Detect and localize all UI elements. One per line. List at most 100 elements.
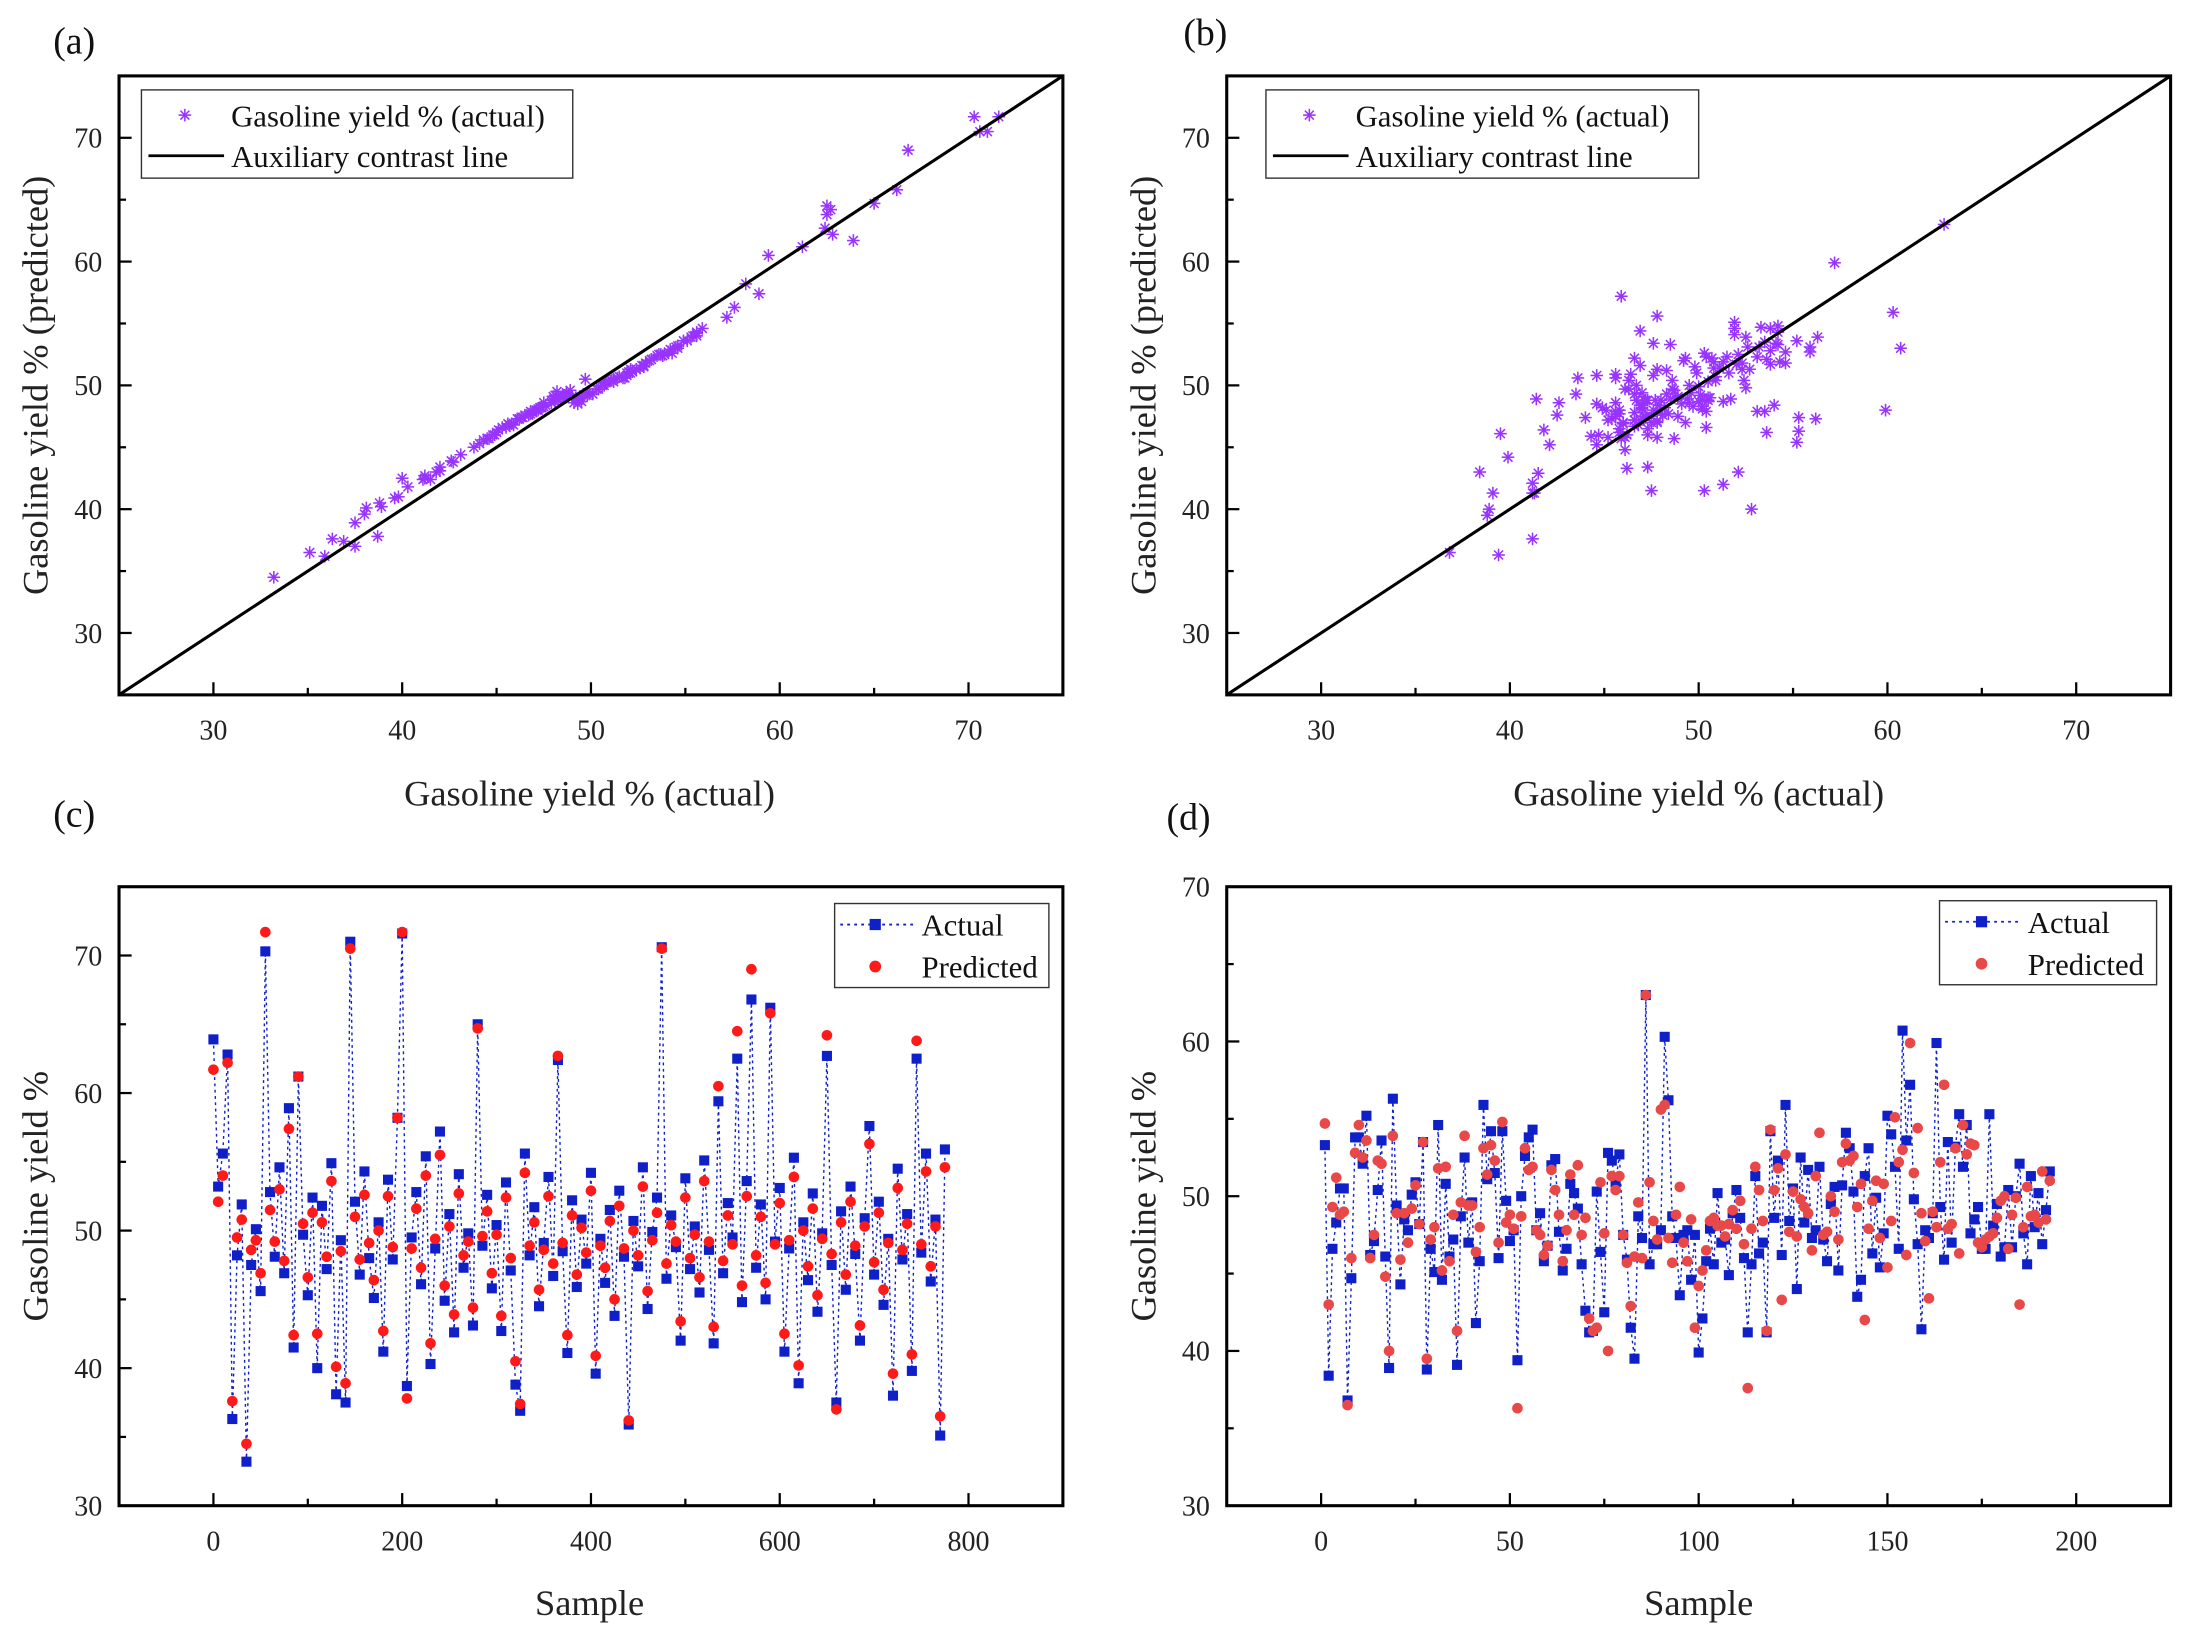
x-tick-label: 30 <box>1307 716 1335 747</box>
actual-point <box>416 1279 427 1290</box>
predicted-point <box>670 1236 682 1247</box>
predicted-point <box>939 1161 951 1173</box>
actual-point <box>755 1199 766 1210</box>
actual-point <box>1878 1228 1889 1239</box>
y-tick-label: 70 <box>1182 873 1210 904</box>
data-point <box>1739 330 1753 344</box>
actual-point <box>1757 1237 1768 1248</box>
predicted-point <box>1489 1155 1501 1166</box>
actual-point <box>382 1174 394 1185</box>
actual-point <box>307 1192 318 1203</box>
actual-point <box>1527 1124 1538 1135</box>
predicted-point <box>703 1236 715 1247</box>
predicted-point <box>840 1269 852 1280</box>
actual-point <box>840 1284 851 1295</box>
predicted-point <box>1583 1313 1595 1324</box>
data-point <box>1732 348 1745 361</box>
data-point <box>1664 338 1677 351</box>
actual-point <box>892 1163 903 1174</box>
predicted-point <box>363 1237 375 1249</box>
predicted-point <box>2018 1221 2029 1233</box>
data-point <box>1650 431 1664 444</box>
data-point <box>545 396 558 410</box>
predicted-point <box>1867 1195 1878 1207</box>
data-point <box>1590 369 1604 382</box>
actual-point <box>666 1210 677 1221</box>
predicted-point <box>1780 1149 1791 1160</box>
data-point <box>1739 381 1753 395</box>
actual-point <box>873 1196 884 1207</box>
data-point <box>1647 369 1660 382</box>
data-point <box>1767 398 1781 412</box>
predicted-point <box>746 963 757 975</box>
data-point <box>1616 417 1630 431</box>
predicted-point <box>1417 1136 1429 1148</box>
actual-point <box>576 1214 587 1225</box>
actual-point <box>420 1151 431 1162</box>
predicted-point <box>722 1210 734 1221</box>
predicted-point <box>1829 1206 1840 1217</box>
actual-point <box>821 1050 832 1061</box>
data-point <box>1537 423 1551 437</box>
predicted-point <box>854 1320 866 1331</box>
actual-point <box>571 1281 582 1293</box>
data-point <box>1633 359 1647 372</box>
actual-point <box>2037 1239 2048 1250</box>
actual-point <box>279 1268 290 1279</box>
actual-point <box>1939 1254 1950 1265</box>
actual-point <box>1523 1132 1534 1143</box>
actual-point <box>463 1228 474 1239</box>
actual-point <box>1655 1225 1666 1236</box>
actual-point <box>826 1259 837 1271</box>
predicted-point <box>1916 1207 1927 1219</box>
y-tick-label: 30 <box>1182 619 1210 650</box>
predicted-point <box>1474 1221 1486 1233</box>
predicted-point <box>1768 1184 1780 1196</box>
data-point <box>303 546 316 559</box>
y-tick-label: 50 <box>74 1216 102 1247</box>
actual-point <box>1844 1143 1855 1154</box>
predicted-point <box>1561 1224 1572 1236</box>
actual-point <box>1436 1274 1447 1285</box>
actual-point <box>887 1390 899 1401</box>
data-point <box>820 208 834 221</box>
predicted-point <box>283 1123 295 1135</box>
x-tick-label: 70 <box>2062 716 2090 747</box>
actual-point <box>869 1269 880 1280</box>
actual-point <box>1470 1318 1481 1329</box>
predicted-point <box>1342 1399 1353 1411</box>
data-point <box>1569 387 1583 401</box>
predicted-point <box>642 1285 653 1297</box>
actual-point <box>765 1002 776 1013</box>
actual-point <box>689 1221 700 1232</box>
data-point <box>1571 371 1585 385</box>
axes-frame <box>117 74 1065 697</box>
predicted-point <box>495 1310 507 1322</box>
legend-asterisk-marker <box>1303 108 1316 122</box>
actual-point <box>213 1181 224 1192</box>
predicted-point <box>491 1229 502 1241</box>
predicted-point <box>547 1258 559 1269</box>
x-tick-label: 400 <box>570 1527 612 1558</box>
predicted-point <box>302 1272 314 1283</box>
actual-point <box>1512 1355 1523 1366</box>
y-axis-label-b: Gasoline yield % (predicted) <box>1123 176 1163 595</box>
actual-point <box>1331 1217 1342 1228</box>
actual-point <box>364 1253 375 1264</box>
predicted-point <box>1693 1280 1704 1292</box>
plot-panel-a: 30 40 50 60 70 30 40 50 60 70 <box>74 74 1065 747</box>
plot-area <box>119 75 1063 695</box>
legend-label-predicted: Predicted <box>2028 948 2145 982</box>
predicted-point <box>510 1355 521 1367</box>
data-point <box>1745 502 1758 516</box>
predicted-point <box>755 1211 767 1223</box>
predicted-point <box>1900 1249 1912 1261</box>
predicted-point <box>1648 1215 1659 1227</box>
predicted-point <box>1444 1255 1455 1267</box>
data-point <box>967 110 981 124</box>
actual-point <box>1693 1347 1704 1358</box>
predicted-point <box>269 1236 281 1247</box>
actual-point <box>515 1405 526 1416</box>
predicted-point <box>1447 1209 1459 1221</box>
predicted-point <box>1576 1229 1587 1241</box>
